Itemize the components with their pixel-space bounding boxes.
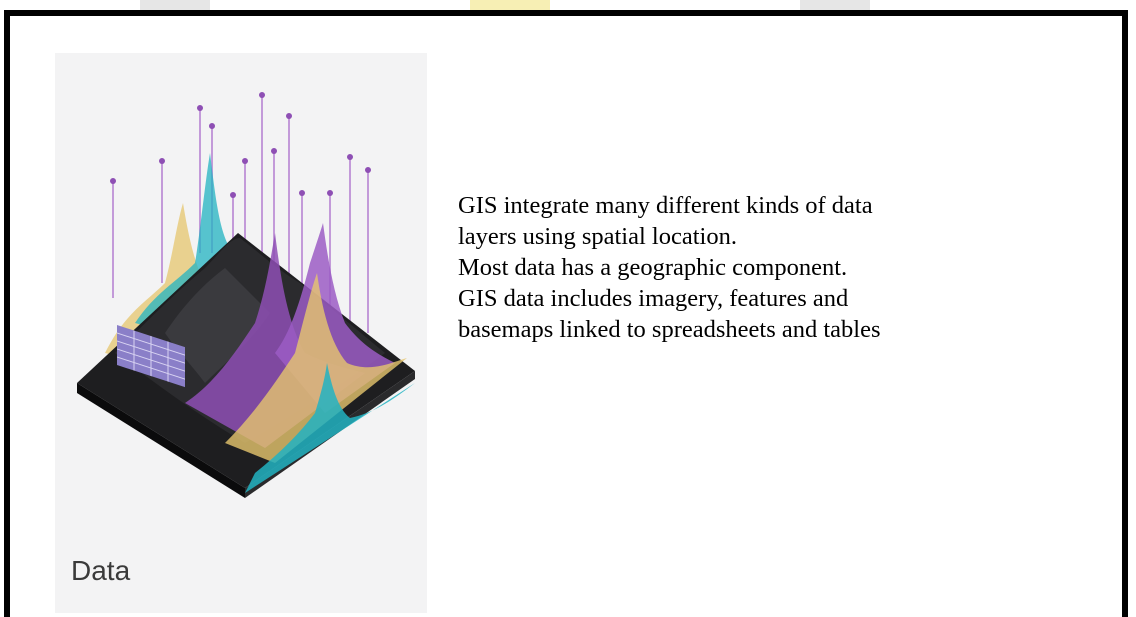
card-label: Data (71, 555, 131, 586)
body-text-line-3: Most data has a geographic component. (458, 254, 848, 281)
body-text-line-5: basemaps linked to spreadsheets and tabl… (458, 316, 881, 343)
teal-front-layer (245, 363, 415, 493)
top-decoration-yellow (470, 0, 550, 10)
data-card: Data (55, 53, 427, 613)
slide-frame: Data GIS integrate many different kinds … (4, 10, 1128, 617)
top-decoration-gray (140, 0, 210, 10)
body-text-line-1: GIS integrate many different kinds of da… (458, 192, 873, 219)
data-terrain-illustration (77, 92, 415, 498)
terrain-highlight (165, 268, 270, 383)
body-text-line-2: layers using spatial location. (458, 223, 737, 250)
top-decoration-gray-right (800, 0, 870, 10)
spreadsheet-table (117, 325, 185, 388)
body-text: GIS integrate many different kinds of da… (458, 190, 1078, 345)
pin-heads (110, 92, 371, 198)
yellow-front-layer (225, 273, 407, 463)
body-text-line-4: GIS data includes imagery, features and (458, 285, 849, 312)
terrain-side-left (77, 383, 245, 498)
